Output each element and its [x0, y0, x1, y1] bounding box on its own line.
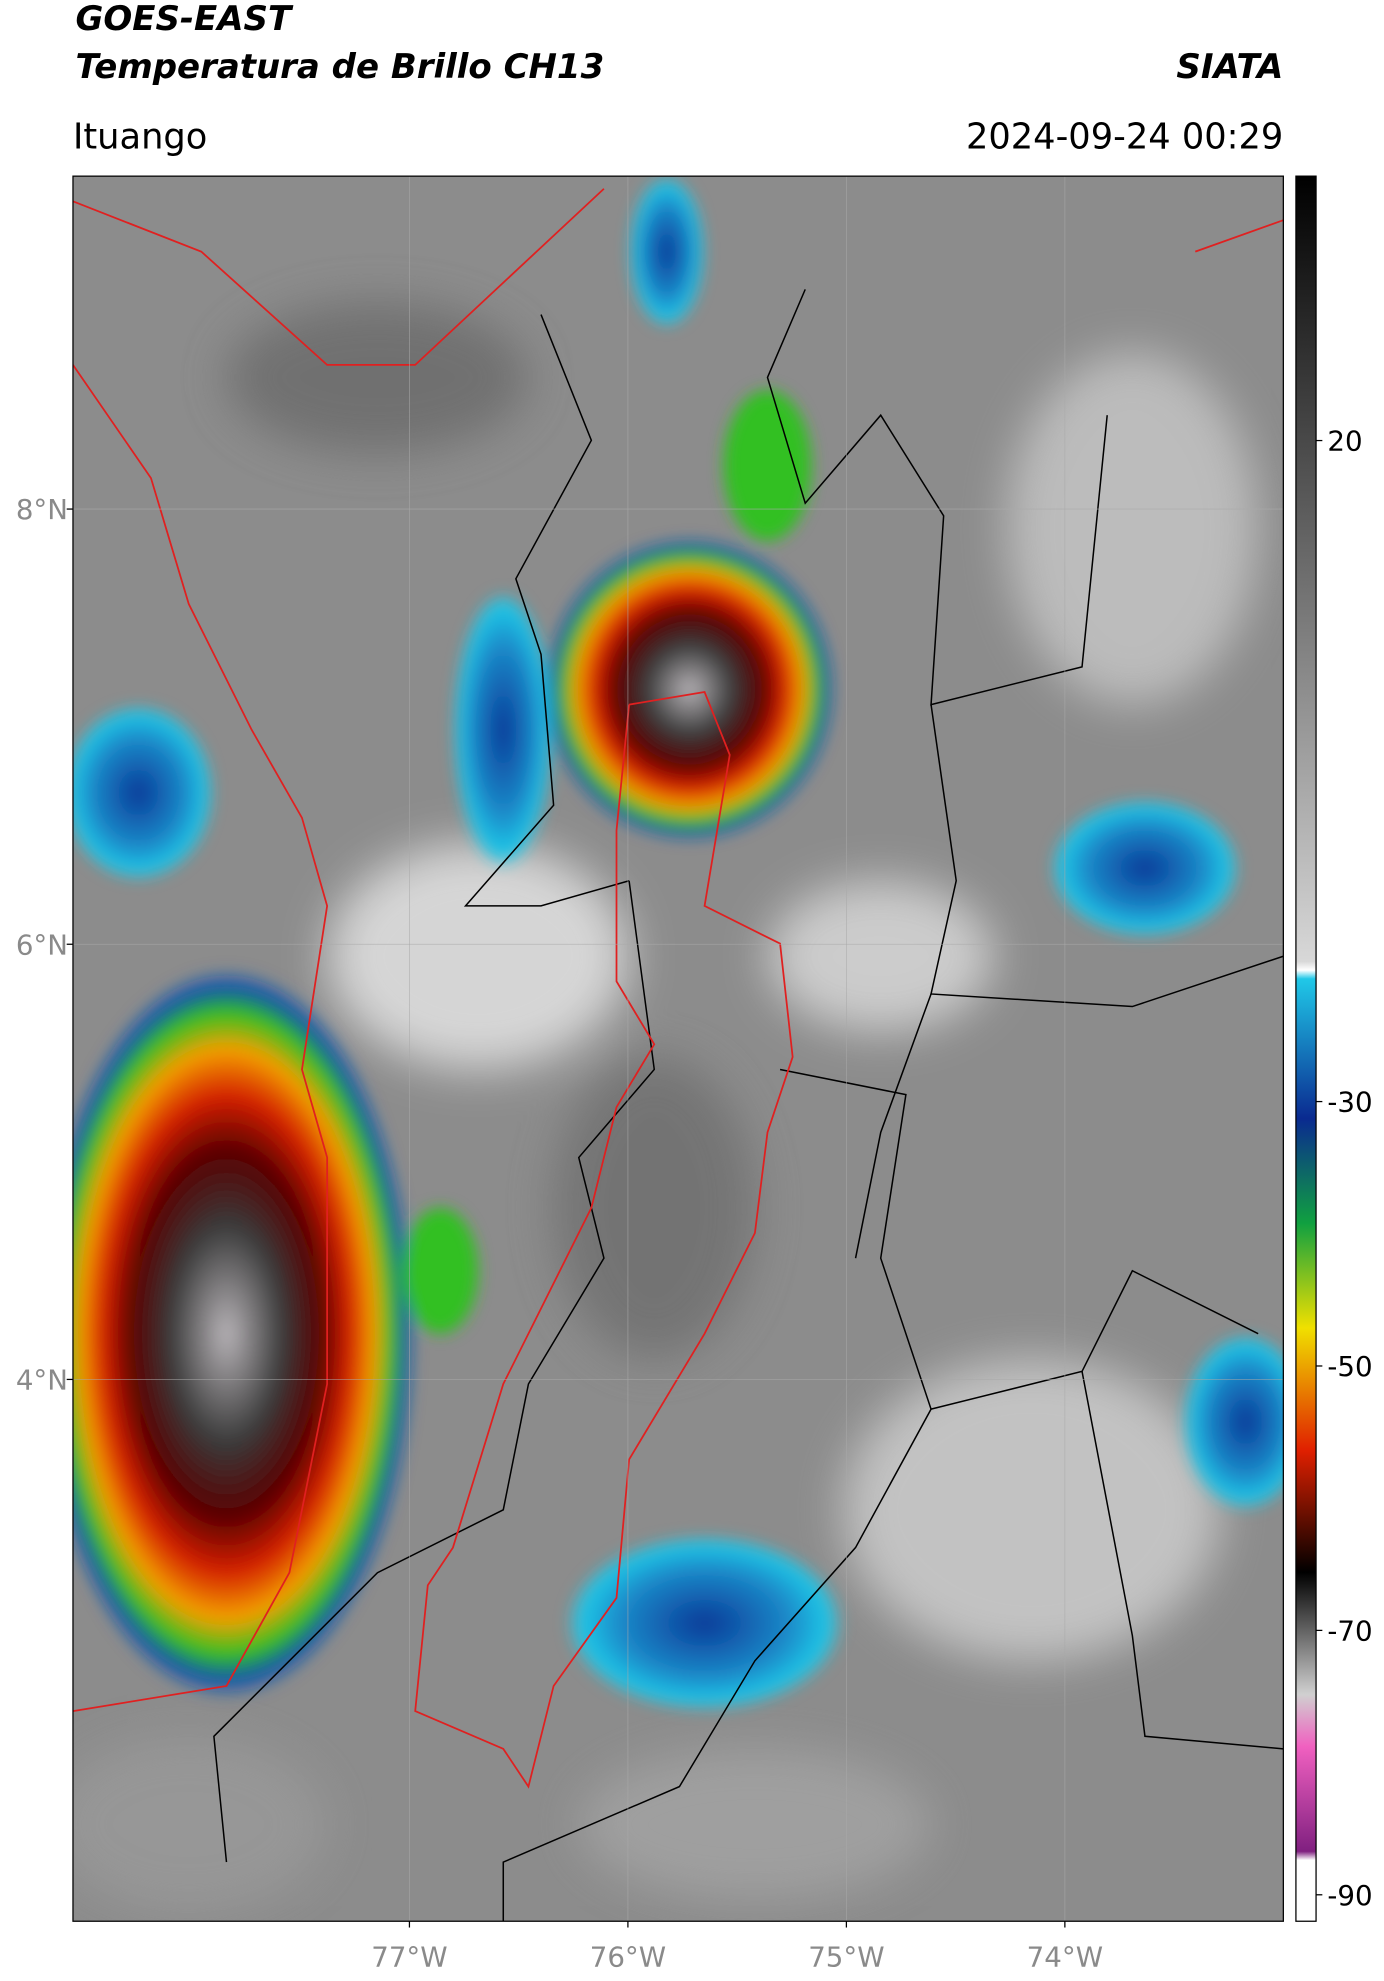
title-line1: GOES-EAST: [75, 0, 293, 39]
colorbar-tick-label: -30: [1327, 1086, 1372, 1119]
graticule: [72, 176, 1284, 1922]
colorbar-tick-label: -50: [1327, 1350, 1372, 1383]
x-tick-label: 74°W: [1027, 1941, 1103, 1974]
map-frame: [72, 175, 1284, 1922]
map-image: [72, 176, 1284, 1922]
location: Ituango: [73, 116, 207, 157]
y-tick-label: 8°N: [16, 493, 68, 526]
colorbar-tick-label: -70: [1327, 1614, 1372, 1647]
x-tick-label: 75°W: [808, 1941, 884, 1974]
colorbar-tick-label: -90: [1327, 1879, 1372, 1912]
source: SIATA: [1176, 47, 1283, 87]
x-tick-label: 77°W: [371, 1941, 447, 1974]
y-tick-label: 6°N: [16, 928, 68, 961]
title-line2: Temperatura de Brillo CH13: [75, 47, 604, 87]
colorbar-tick-label: 20: [1327, 425, 1362, 458]
datetime: 2024-09-24 00:29: [966, 116, 1283, 157]
y-tick-label: 4°N: [16, 1363, 68, 1396]
x-tick-label: 76°W: [590, 1941, 666, 1974]
colorbar: [1295, 175, 1317, 1922]
